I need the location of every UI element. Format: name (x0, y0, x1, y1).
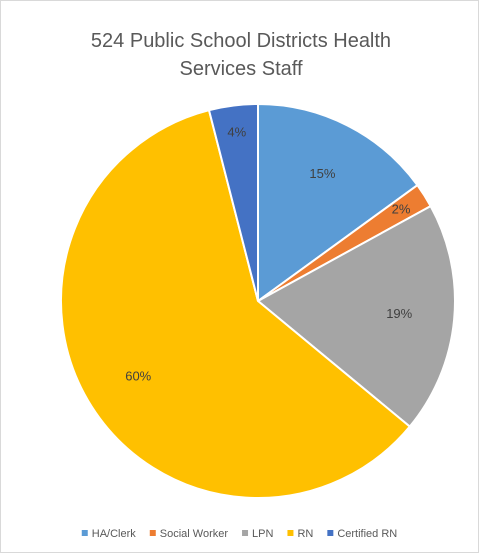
legend-label: Certified RN (337, 528, 397, 540)
legend-swatch (242, 530, 249, 536)
data-label: 4% (227, 124, 246, 139)
data-label: 2% (392, 202, 411, 217)
data-label: 60% (125, 368, 151, 383)
legend-swatch (287, 530, 294, 536)
legend-swatch (81, 530, 88, 536)
pie-slice (207, 102, 259, 302)
pie-slice (256, 204, 456, 428)
legend-label: LPN (252, 528, 273, 540)
legend-label: RN (297, 528, 313, 540)
data-label: 15% (309, 166, 335, 181)
data-label: 19% (386, 306, 412, 321)
legend-label: HA/Clerk (92, 528, 137, 540)
pie-slice (257, 102, 419, 303)
legend-swatch (149, 530, 156, 536)
legend-swatch (327, 530, 334, 536)
legend-label: Social Worker (160, 528, 229, 540)
chart-title: 524 Public School Districts Health Servi… (90, 30, 392, 80)
pie-slice (60, 108, 412, 499)
